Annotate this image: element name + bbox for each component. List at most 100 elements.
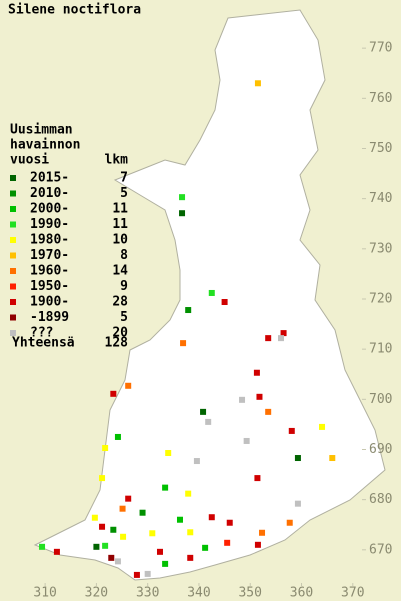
observation <box>329 455 336 462</box>
observation <box>205 418 212 425</box>
observation <box>114 433 121 440</box>
legend-label: ??? <box>30 326 53 341</box>
legend-swatch <box>10 314 16 321</box>
legend-swatch <box>10 221 16 228</box>
observation <box>224 539 231 546</box>
observation <box>139 509 146 516</box>
legend-count: 10 <box>112 233 128 248</box>
y-tick-label: 680 <box>369 492 392 507</box>
observation <box>239 396 246 403</box>
observation <box>39 543 46 550</box>
observation <box>53 548 60 555</box>
legend-label: 2015- <box>30 171 69 186</box>
observation <box>256 393 263 400</box>
observation <box>102 444 109 451</box>
legend-swatch <box>10 206 16 212</box>
legend-label: 2000- <box>30 202 69 217</box>
observation <box>133 571 140 578</box>
legend-label: 1990- <box>30 217 69 232</box>
legend-swatch <box>10 330 16 336</box>
observation <box>243 437 250 444</box>
observation <box>91 514 98 521</box>
y-tick-label: 670 <box>369 542 392 557</box>
y-tick-label: 690 <box>369 442 392 457</box>
observation <box>149 530 156 537</box>
observation <box>265 408 272 415</box>
x-tick-label: 310 <box>33 586 56 601</box>
y-tick-label: 760 <box>369 91 392 106</box>
legend-header: havainnon <box>10 138 80 153</box>
observation <box>254 80 261 87</box>
observation <box>125 382 132 389</box>
observation <box>180 340 187 347</box>
observation <box>99 475 106 482</box>
y-tick-label: 770 <box>369 41 392 56</box>
legend-count: 11 <box>112 217 128 232</box>
observation <box>208 514 215 521</box>
observation <box>254 475 261 482</box>
observation <box>185 307 192 314</box>
legend-label: 1970- <box>30 248 69 263</box>
legend-swatch <box>10 237 16 243</box>
y-tick-label: 700 <box>369 392 392 407</box>
observation <box>208 289 215 296</box>
y-tick-label: 730 <box>369 241 392 256</box>
legend-label: -1899 <box>30 310 69 325</box>
observation <box>176 516 183 523</box>
total-label: Yhteensä <box>12 336 75 351</box>
legend-label: 1950- <box>30 279 69 294</box>
observation <box>265 335 272 342</box>
observation <box>254 541 261 548</box>
observation <box>187 529 194 536</box>
legend-count: 14 <box>112 264 128 279</box>
x-tick-label: 320 <box>85 586 108 601</box>
observation <box>179 194 186 201</box>
legend-header: vuosi <box>10 153 49 168</box>
legend-swatch <box>10 283 16 290</box>
legend-count: 11 <box>112 202 128 217</box>
legend-count: 7 <box>120 171 128 186</box>
x-tick-label: 330 <box>136 586 159 601</box>
observation <box>221 299 228 306</box>
observation <box>99 523 106 530</box>
legend-count: 28 <box>112 295 128 310</box>
observation <box>119 505 126 512</box>
y-tick-label: 710 <box>369 342 392 357</box>
legend-swatch <box>10 268 16 274</box>
observation <box>162 484 169 491</box>
legend-count: 8 <box>120 248 128 263</box>
y-tick-label: 750 <box>369 141 392 156</box>
observation <box>200 408 207 415</box>
x-tick-label: 360 <box>290 586 313 601</box>
legend-count: 20 <box>112 326 128 341</box>
observation <box>253 369 260 376</box>
legend-label: 1900- <box>30 295 69 310</box>
legend-swatch <box>10 190 16 197</box>
observation <box>294 500 301 507</box>
observation <box>185 490 192 497</box>
legend-count: 9 <box>120 279 128 294</box>
y-tick-label: 740 <box>369 191 392 206</box>
observation <box>294 455 301 462</box>
x-tick-label: 340 <box>187 586 210 601</box>
y-tick-label: 720 <box>369 291 392 306</box>
observation <box>110 526 117 533</box>
legend-swatch <box>10 252 16 259</box>
observation <box>179 210 186 217</box>
observation <box>165 450 172 457</box>
observation <box>120 533 127 540</box>
observation <box>278 335 285 342</box>
legend-label: 1960- <box>30 264 69 279</box>
observation <box>162 560 169 567</box>
total: 128 <box>105 336 129 351</box>
observation <box>108 554 115 561</box>
observation <box>144 570 151 577</box>
observation <box>114 558 121 565</box>
observation <box>102 542 109 549</box>
observation <box>202 544 209 551</box>
legend-swatch <box>10 299 16 305</box>
observation <box>156 548 163 555</box>
observation <box>226 519 233 526</box>
observation <box>280 330 287 337</box>
